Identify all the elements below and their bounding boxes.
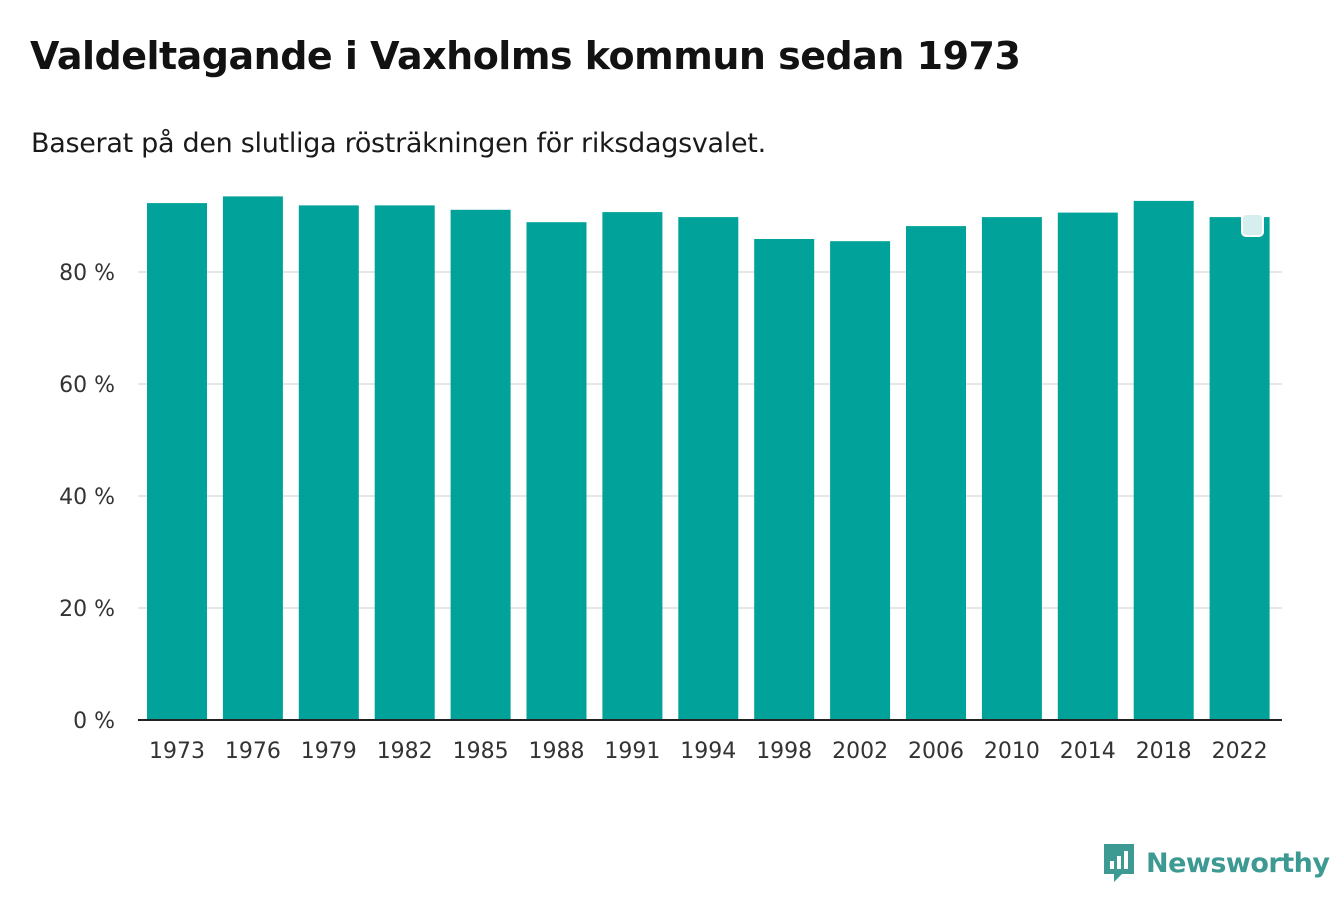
- bar-2022[interactable]: [1209, 217, 1270, 720]
- bar-1982[interactable]: [374, 205, 435, 720]
- x-tick-label: 2006: [908, 739, 964, 764]
- bar-1994[interactable]: [678, 217, 739, 720]
- bar-1979[interactable]: [298, 205, 359, 720]
- bar-2014[interactable]: [1057, 212, 1118, 720]
- y-tick-label: 0 %: [73, 709, 115, 734]
- bar-1985[interactable]: [450, 209, 511, 721]
- bar-1973[interactable]: [147, 203, 207, 721]
- x-tick-label: 1982: [377, 739, 433, 764]
- x-tick-label: 2022: [1212, 739, 1268, 764]
- y-tick-label: 60 %: [59, 373, 115, 398]
- x-tick-label: 1998: [756, 739, 812, 764]
- chart-subtitle: Baserat på den slutliga rösträkningen fö…: [31, 128, 766, 159]
- bar-2010[interactable]: [981, 217, 1042, 720]
- y-tick-label: 80 %: [59, 261, 115, 286]
- bar-2018[interactable]: [1133, 200, 1194, 720]
- highlight-marker: [1241, 213, 1264, 237]
- newsworthy-logo-text: Newsworthy: [1146, 847, 1330, 879]
- x-tick-label: 2014: [1060, 739, 1116, 764]
- x-tick-label: 2018: [1136, 739, 1192, 764]
- bar-1998[interactable]: [754, 239, 815, 720]
- y-axis-ticks: 0 % 20 % 40 % 60 % 80 %: [59, 261, 115, 734]
- bar-1988[interactable]: [526, 222, 587, 720]
- x-tick-label: 1985: [453, 739, 509, 764]
- x-tick-label: 1973: [149, 739, 205, 764]
- bar-1976[interactable]: [222, 196, 283, 720]
- x-tick-label: 1988: [529, 739, 585, 764]
- bar-1991[interactable]: [602, 212, 663, 720]
- chart-title: Valdeltagande i Vaxholms kommun sedan 19…: [30, 34, 1021, 78]
- x-tick-label: 1976: [225, 739, 281, 764]
- bars: [147, 196, 1270, 721]
- x-tick-label: 2002: [832, 739, 888, 764]
- x-axis-ticks: 1973 1976 1979 1982 1985 1988 1991 1994 1998 2002…: [149, 739, 1268, 764]
- newsworthy-logo-icon: [1104, 844, 1134, 882]
- x-tick-label: 1991: [604, 739, 660, 764]
- bar-2006[interactable]: [906, 226, 966, 720]
- x-tick-label: 2010: [984, 739, 1040, 764]
- x-tick-label: 1979: [301, 739, 357, 764]
- y-tick-label: 20 %: [59, 597, 115, 622]
- bar-2002[interactable]: [830, 241, 891, 720]
- newsworthy-logo: Newsworthy: [1102, 842, 1330, 884]
- x-tick-label: 1994: [680, 739, 736, 764]
- y-tick-label: 40 %: [59, 485, 115, 510]
